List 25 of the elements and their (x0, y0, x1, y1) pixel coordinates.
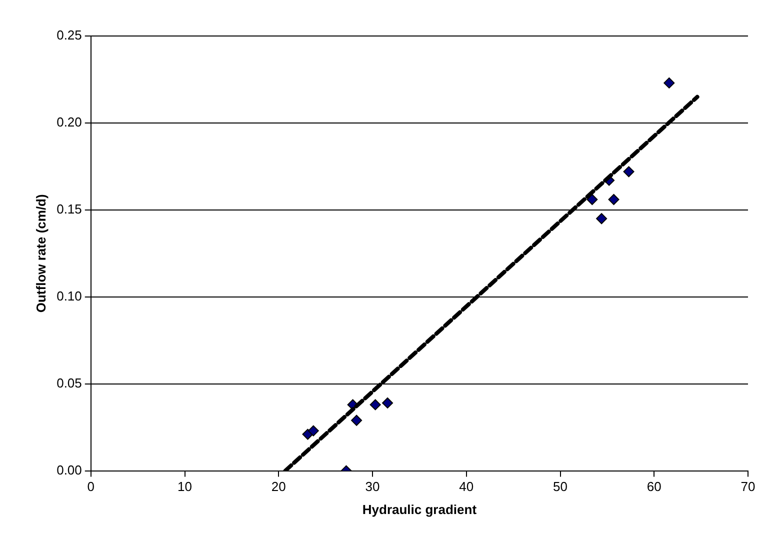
y-tick-label: 0.10 (56, 288, 82, 304)
point (664, 77, 675, 88)
x-tick-label: 30 (365, 479, 380, 494)
y-tick-label: 0.20 (56, 114, 82, 130)
y-tick-label: 0.05 (56, 375, 82, 390)
x-tick-label: 70 (740, 479, 756, 494)
point (370, 399, 381, 410)
point (382, 397, 394, 408)
point (596, 213, 608, 224)
x-tick-label: 60 (646, 479, 662, 494)
y-tick-label: 0.15 (56, 202, 82, 216)
point (608, 194, 620, 205)
x-tick-label: 0 (87, 479, 95, 494)
x-tick-label: 20 (271, 479, 286, 494)
point (586, 194, 598, 205)
point (623, 166, 634, 178)
y-tick-label: 0.25 (56, 28, 82, 43)
x-tick-label: 10 (178, 479, 192, 494)
point (351, 414, 362, 426)
y-axis-title: Outflow rate (cm/d) (33, 194, 48, 313)
y-tick-label: 0.00 (56, 462, 82, 478)
x-axis-title: Hydraulic gradient (362, 502, 478, 517)
x-tick-label: 40 (459, 479, 474, 494)
point (308, 425, 319, 436)
x-tick-label: 50 (553, 479, 568, 494)
